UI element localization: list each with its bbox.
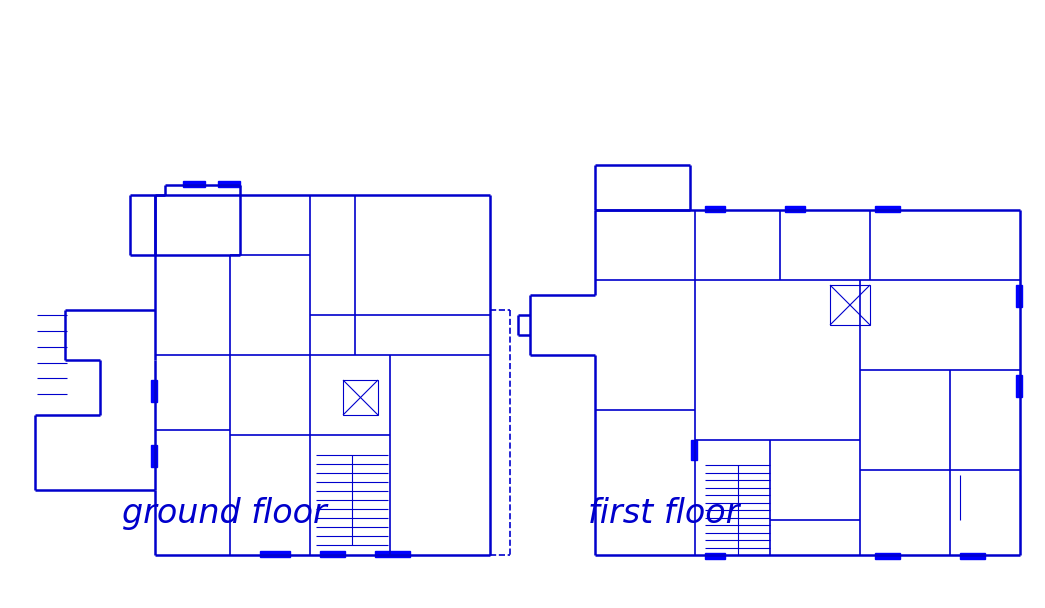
Bar xyxy=(183,181,205,187)
Bar xyxy=(375,551,410,557)
Bar xyxy=(320,551,345,557)
Text: first floor: first floor xyxy=(588,497,739,530)
Bar xyxy=(150,380,157,402)
Bar xyxy=(260,551,291,557)
Bar xyxy=(875,553,900,559)
Bar xyxy=(705,553,725,559)
Bar xyxy=(960,553,985,559)
Bar xyxy=(1016,285,1022,307)
Bar xyxy=(785,206,805,212)
Bar xyxy=(875,206,900,212)
Bar xyxy=(691,440,697,460)
Bar xyxy=(1016,375,1022,397)
Bar xyxy=(218,181,240,187)
Text: ground floor: ground floor xyxy=(122,497,327,530)
Bar xyxy=(705,206,725,212)
Bar xyxy=(150,445,157,467)
